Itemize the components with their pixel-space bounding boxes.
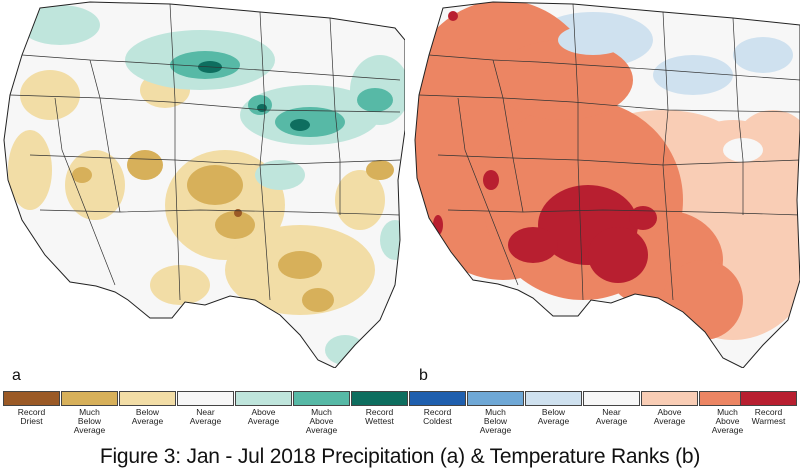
legend-swatch bbox=[740, 391, 797, 406]
legend-swatch bbox=[525, 391, 582, 406]
legend-item-record-warmest: Record Warmest bbox=[740, 391, 797, 426]
precipitation-map-svg bbox=[3, 1, 405, 368]
legend-label: Record Coldest bbox=[423, 407, 452, 426]
legend-swatch bbox=[409, 391, 466, 406]
legend-swatch bbox=[235, 391, 292, 406]
legend-item-record-coldest: Record Coldest bbox=[409, 391, 466, 426]
legend: Record Driest Much Below Average Below A… bbox=[0, 391, 800, 443]
legend-swatch bbox=[119, 391, 176, 406]
legend-item-temp-near: Near Average bbox=[583, 391, 640, 426]
legend-swatch bbox=[61, 391, 118, 406]
legend-swatch bbox=[177, 391, 234, 406]
temperature-map-outline bbox=[414, 1, 800, 368]
legend-item-temp-above: Above Average bbox=[641, 391, 698, 426]
legend-item-precip-much-above: Much Above Average bbox=[293, 391, 350, 435]
legend-label: Near Average bbox=[189, 407, 222, 426]
legend-label: Record Driest bbox=[17, 407, 46, 426]
legend-label: Much Below Average bbox=[73, 407, 106, 435]
legend-label: Much Above Average bbox=[305, 407, 338, 435]
legend-label: Above Average bbox=[247, 407, 280, 426]
legend-swatch bbox=[293, 391, 350, 406]
legend-item-precip-near: Near Average bbox=[177, 391, 234, 426]
legend-swatch bbox=[351, 391, 408, 406]
legend-swatch bbox=[641, 391, 698, 406]
legend-label: Near Average bbox=[595, 407, 628, 426]
temperature-fill bbox=[415, 2, 800, 368]
figure-caption: Figure 3: Jan - Jul 2018 Precipitation (… bbox=[99, 445, 701, 468]
legend-swatch bbox=[467, 391, 524, 406]
legend-swatch bbox=[3, 391, 60, 406]
legend-item-precip-much-below: Much Below Average bbox=[61, 391, 118, 435]
precipitation-map bbox=[0, 0, 405, 368]
temperature-map bbox=[413, 0, 800, 368]
legend-label: Below Average bbox=[131, 407, 164, 426]
panel-label-b: b bbox=[419, 367, 428, 384]
temperature-map-svg bbox=[414, 1, 800, 368]
panel-label-a: a bbox=[12, 367, 21, 384]
legend-item-record-driest: Record Driest bbox=[3, 391, 60, 426]
legend-label: Record Warmest bbox=[751, 407, 786, 426]
legend-item-precip-below: Below Average bbox=[119, 391, 176, 426]
legend-label: Below Average bbox=[537, 407, 570, 426]
legend-item-record-wettest: Record Wettest bbox=[351, 391, 408, 426]
legend-item-temp-below: Below Average bbox=[525, 391, 582, 426]
precipitation-map-outline bbox=[3, 1, 405, 368]
legend-item-temp-much-below: Much Below Average bbox=[467, 391, 524, 435]
legend-label: Record Wettest bbox=[365, 407, 394, 426]
legend-label: Much Below Average bbox=[479, 407, 512, 435]
legend-label: Above Average bbox=[653, 407, 686, 426]
legend-item-precip-above: Above Average bbox=[235, 391, 292, 426]
legend-label: Much Above Average bbox=[711, 407, 744, 435]
precipitation-fill bbox=[4, 2, 405, 368]
legend-swatch bbox=[583, 391, 640, 406]
